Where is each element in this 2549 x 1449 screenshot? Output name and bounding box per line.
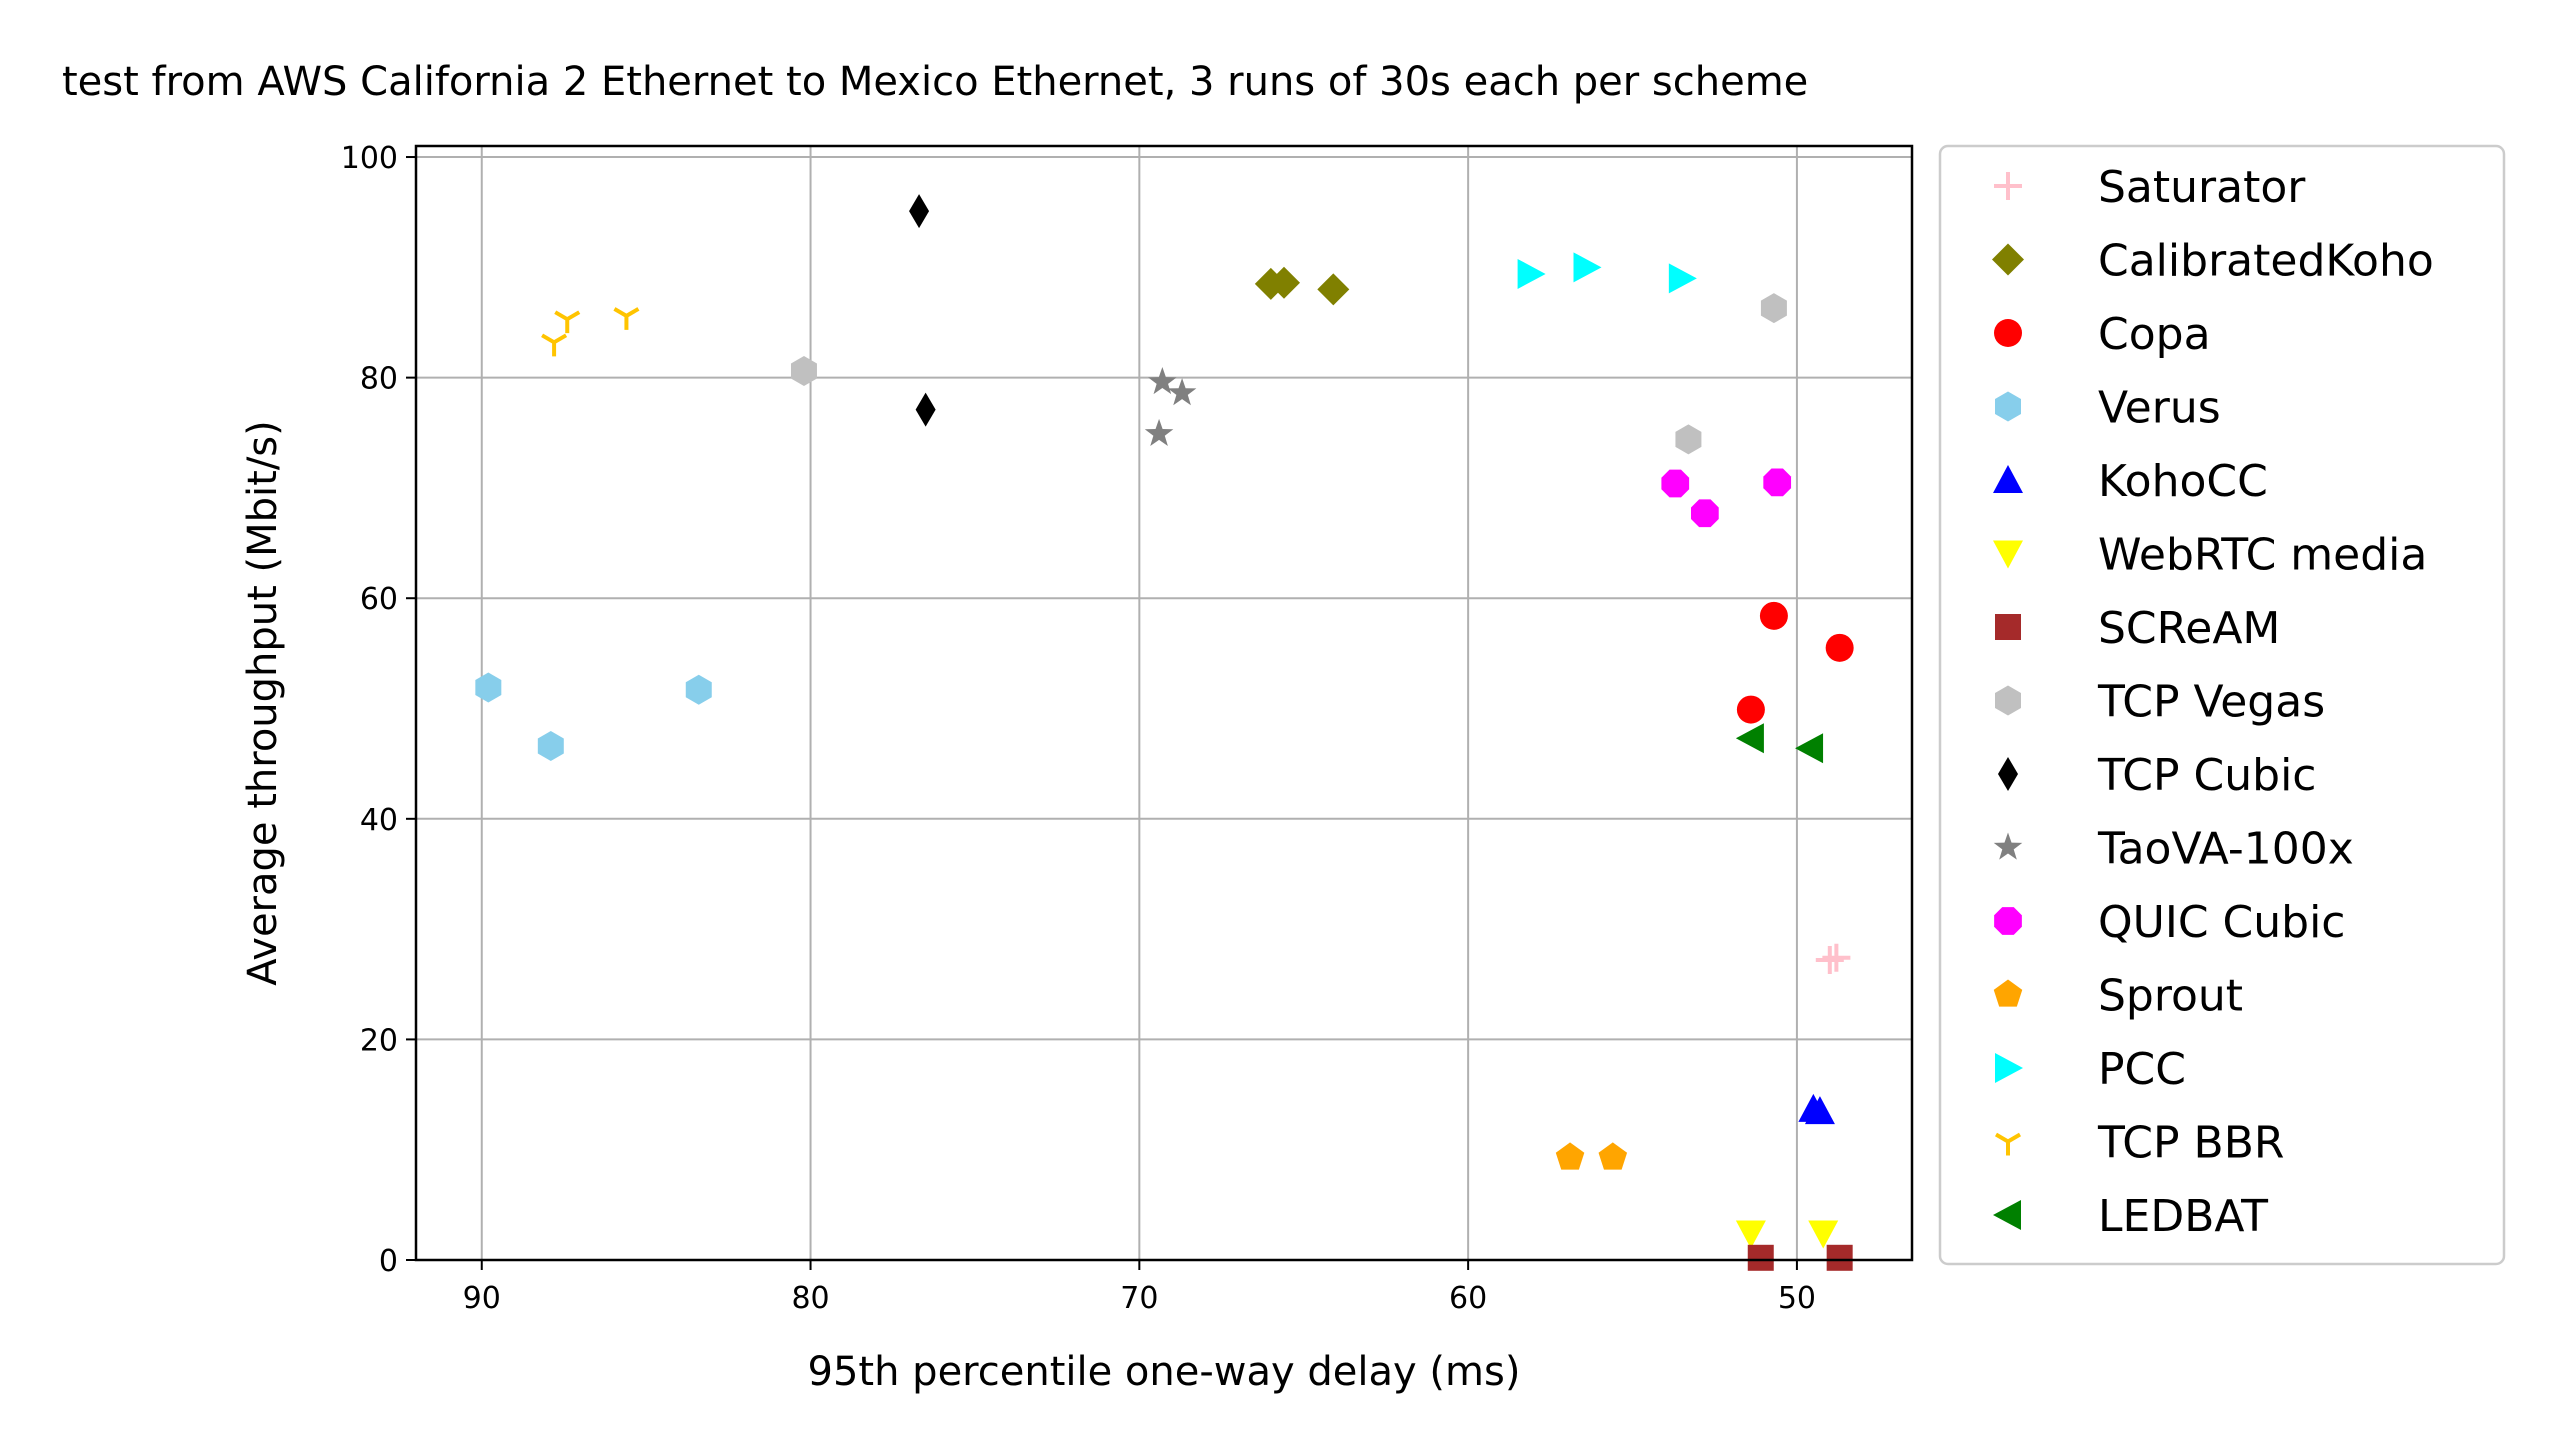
legend-label-verus: Verus — [2098, 383, 2221, 434]
y-tick-label: 40 — [360, 803, 398, 838]
legend-label-scream: SCReAM — [2098, 603, 2280, 654]
legend-label-tcp-vegas: TCP Vegas — [2097, 677, 2325, 728]
y-tick-label: 20 — [360, 1023, 398, 1058]
legend-label-pcc: PCC — [2098, 1044, 2186, 1095]
legend-marker-sprout — [1993, 979, 2023, 1007]
y-tick-label: 0 — [379, 1244, 398, 1279]
point-copa — [1759, 601, 1788, 630]
legend: Saturator CalibratedKoho Copa Verus KohoCC We… — [1938, 144, 2506, 1266]
legend-marker-webrtc-media — [1993, 540, 2023, 569]
legend-label-kohocc: KohoCC — [2098, 456, 2268, 507]
point-copa — [1736, 695, 1765, 724]
point-verus — [475, 672, 502, 703]
point-webrtc-media — [1808, 1220, 1839, 1249]
point-scream — [1826, 1244, 1853, 1271]
point-saturator — [1815, 945, 1844, 974]
y-axis-ticks: 0 20 40 60 80 100 — [341, 141, 416, 1279]
point-sprout — [1598, 1142, 1628, 1170]
legend-marker-calibratedkoho — [1992, 243, 2024, 276]
point-saturator — [1822, 943, 1851, 972]
point-tcp-bbr — [613, 307, 640, 330]
legend-label-copa: Copa — [2098, 309, 2211, 360]
point-kohocc — [1804, 1096, 1835, 1125]
chart-title: test from AWS California 2 Ethernet to M… — [62, 59, 1808, 105]
point-scream — [1747, 1244, 1774, 1271]
point-pcc — [1573, 252, 1602, 283]
y-tick-label: 100 — [341, 141, 398, 176]
legend-marker-verus — [1995, 391, 2021, 422]
point-tcp-bbr — [554, 310, 581, 334]
plot-frame — [414, 144, 1914, 1262]
legend-marker-taova-100x — [1993, 832, 2023, 860]
point-ledbat — [1795, 733, 1824, 764]
legend-marker-scream — [1995, 614, 2021, 640]
legend-label-tcp-cubic: TCP Cubic — [2097, 750, 2317, 801]
point-quic-cubic — [1691, 499, 1719, 528]
point-quic-cubic — [1763, 468, 1792, 497]
point-ledbat — [1735, 723, 1764, 754]
legend-marker-tcp-vegas — [1995, 685, 2021, 716]
y-axis-label: Average throughput (Mbit/s) — [240, 420, 286, 986]
point-tcp-vegas — [1675, 424, 1702, 455]
legend-label-quic-cubic: QUIC Cubic — [2098, 897, 2345, 948]
data-points — [475, 194, 1854, 1271]
legend-marker-copa — [1994, 319, 2022, 347]
legend-label-taova-100x: TaoVA-100x — [2097, 824, 2354, 875]
legend-label-calibratedkoho: CalibratedKoho — [2098, 236, 2434, 287]
legend-marker-pcc — [1995, 1053, 2023, 1083]
point-tcp-bbr — [541, 333, 568, 357]
point-verus — [537, 731, 564, 762]
x-axis-label: 95th percentile one-way delay (ms) — [808, 1349, 1521, 1395]
x-tick-label: 90 — [463, 1281, 501, 1316]
point-pcc — [1668, 263, 1697, 294]
legend-marker-kohocc — [1993, 465, 2023, 493]
point-tcp-vegas — [790, 356, 817, 387]
point-verus — [685, 674, 712, 705]
point-taova-100x — [1167, 378, 1197, 406]
point-webrtc-media — [1735, 1220, 1766, 1249]
legend-marker-tcp-cubic — [1998, 757, 2018, 791]
x-tick-label: 50 — [1778, 1281, 1816, 1316]
y-tick-label: 80 — [360, 362, 398, 397]
legend-frame — [1938, 144, 2506, 1266]
point-taova-100x — [1148, 367, 1177, 395]
point-tcp-cubic — [915, 392, 936, 427]
legend-label-ledbat: LEDBAT — [2098, 1191, 2268, 1242]
x-tick-label: 80 — [791, 1281, 829, 1316]
point-calibratedkoho — [1317, 273, 1350, 306]
legend-marker-ledbat — [1993, 1200, 2021, 1230]
point-tcp-cubic — [909, 194, 930, 229]
legend-label-saturator: Saturator — [2098, 162, 2306, 213]
legend-label-tcp-bbr: TCP BBR — [2097, 1118, 2284, 1169]
point-pcc — [1517, 258, 1546, 289]
y-tick-label: 60 — [360, 582, 398, 617]
legend-marker-tcp-bbr — [1994, 1132, 2022, 1156]
legend-label-webrtc-media: WebRTC media — [2098, 530, 2427, 581]
x-tick-label: 60 — [1449, 1281, 1487, 1316]
point-quic-cubic — [1661, 469, 1690, 498]
x-axis-ticks: 90 80 70 60 50 — [463, 1260, 1816, 1316]
point-calibratedkoho — [1268, 266, 1301, 299]
legend-marker-quic-cubic — [1994, 907, 2022, 935]
grid-lines — [416, 146, 1912, 1261]
point-sprout — [1555, 1142, 1585, 1170]
x-tick-label: 70 — [1120, 1281, 1158, 1316]
point-taova-100x — [1144, 418, 1174, 447]
point-tcp-vegas — [1760, 293, 1787, 324]
legend-marker-saturator — [1994, 172, 2022, 200]
point-copa — [1825, 633, 1854, 662]
legend-label-sprout: Sprout — [2098, 971, 2243, 1022]
